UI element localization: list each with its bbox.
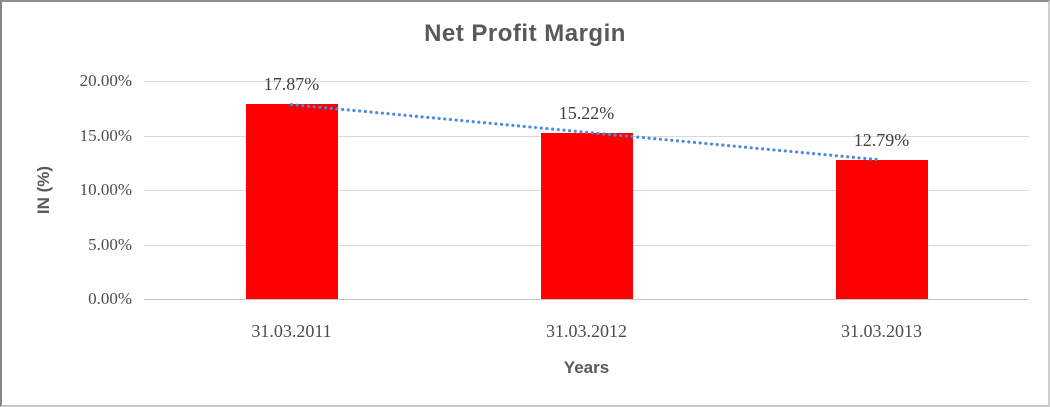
data-label: 15.22% bbox=[558, 103, 615, 124]
bar-31.03.2011 bbox=[245, 104, 338, 299]
gridline bbox=[144, 81, 1029, 82]
chart-title: Net Profit Margin bbox=[424, 20, 626, 47]
x-tick-label: 31.03.2011 bbox=[251, 321, 332, 341]
y-tick-label: 10.00% bbox=[79, 180, 132, 199]
data-label: 12.79% bbox=[853, 129, 910, 150]
bar-31.03.2012 bbox=[540, 133, 633, 299]
gridline bbox=[144, 299, 1029, 300]
x-axis-title: Years bbox=[563, 358, 610, 377]
bar-31.03.2013 bbox=[835, 159, 928, 299]
x-tick-label: 31.03.2013 bbox=[841, 321, 922, 341]
y-tick-label: 15.00% bbox=[79, 125, 132, 145]
plot-area bbox=[144, 81, 1029, 300]
x-tick-label: 31.03.2012 bbox=[546, 321, 627, 341]
y-tick-label: 20.00% bbox=[79, 71, 132, 90]
y-tick-label: 0.00% bbox=[88, 289, 132, 308]
data-label: 17.87% bbox=[263, 74, 320, 95]
y-tick-label: 5.00% bbox=[88, 234, 132, 254]
